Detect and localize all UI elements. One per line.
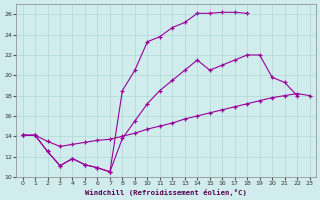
X-axis label: Windchill (Refroidissement éolien,°C): Windchill (Refroidissement éolien,°C) xyxy=(85,189,247,196)
